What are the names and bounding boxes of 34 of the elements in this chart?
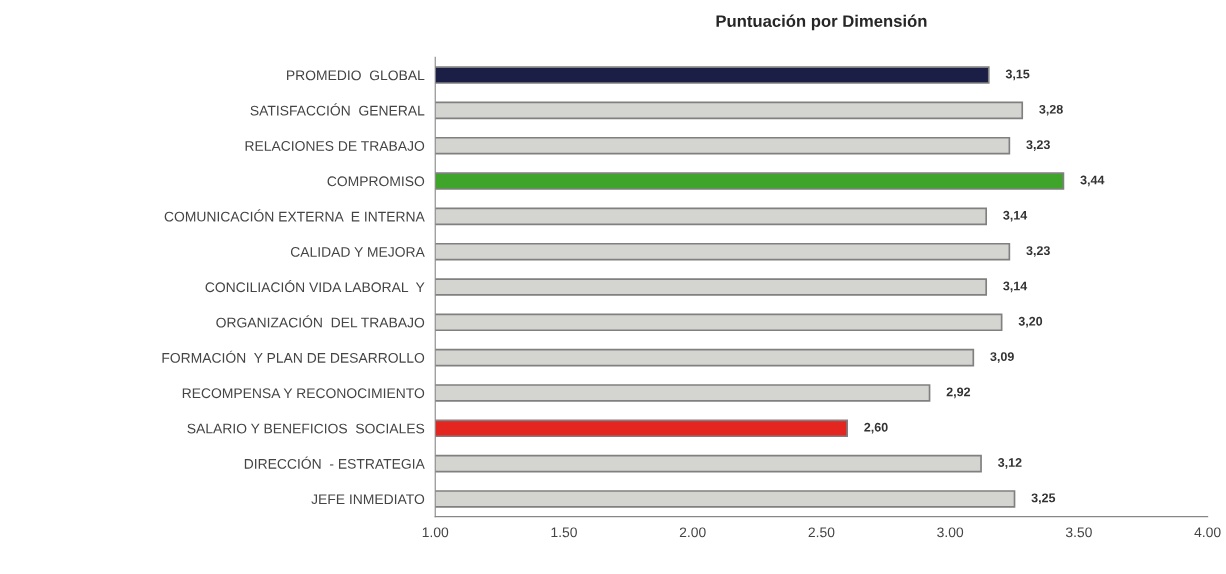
- x-tick-label: 3.50: [1065, 527, 1092, 538]
- data-label: 3,20: [1018, 316, 1043, 328]
- y-tick-label: JEFE INMEDIATO: [311, 494, 425, 505]
- data-label: 3,14: [1003, 210, 1028, 222]
- data-label: 3,25: [1031, 493, 1056, 505]
- chart-title: Puntuación por Dimensión: [716, 14, 927, 31]
- x-tick-label: 4.00: [1194, 527, 1221, 538]
- y-tick-label: FORMACIÓN Y PLAN DE DESARROLLO: [162, 350, 425, 363]
- x-tick-label: 3.00: [937, 527, 964, 538]
- data-label: 3,23: [1026, 140, 1050, 151]
- y-tick-label: DIRECCIÓN - ESTRATEGIA: [244, 456, 425, 469]
- data-label: 3,28: [1039, 104, 1063, 116]
- y-tick-label: COMUNICACIÓN EXTERNA E INTERNA: [164, 209, 425, 222]
- y-tick-label: PROMEDIO GLOBAL: [287, 70, 425, 81]
- x-tick-label: 1.00: [422, 527, 449, 538]
- data-label: 2,92: [946, 387, 971, 399]
- y-tick-label: ORGANIZACIÓN DEL TRABAJO: [216, 315, 425, 328]
- data-label: 2,60: [864, 422, 888, 434]
- y-tick-label: RELACIONES DE TRABAJO: [245, 141, 425, 151]
- y-tick-label: SATISFACCIÓN GENERAL: [250, 103, 425, 116]
- x-tick-label: 2.00: [679, 527, 706, 538]
- x-tick-label: 2.50: [808, 527, 835, 538]
- y-tick-label: RECOMPENSA Y RECONOCIMIENTO: [182, 388, 425, 399]
- x-tick-label: 1.50: [551, 527, 577, 538]
- y-tick-label: CONCILIACIÓN VIDA LABORAL Y: [205, 279, 425, 293]
- data-label: 3,09: [990, 352, 1014, 363]
- data-label: 3,12: [998, 458, 1022, 469]
- data-label: 3,44: [1080, 175, 1105, 187]
- data-label: 3,23: [1026, 246, 1050, 257]
- data-label: 3,14: [1003, 281, 1028, 293]
- y-tick-label: CALIDAD Y MEJORA: [290, 247, 425, 257]
- data-label: 3,15: [1005, 69, 1030, 81]
- y-tick-label: SALARIO Y BENEFICIOS SOCIALES: [187, 423, 425, 434]
- y-tick-label: COMPROMISO: [327, 176, 425, 187]
